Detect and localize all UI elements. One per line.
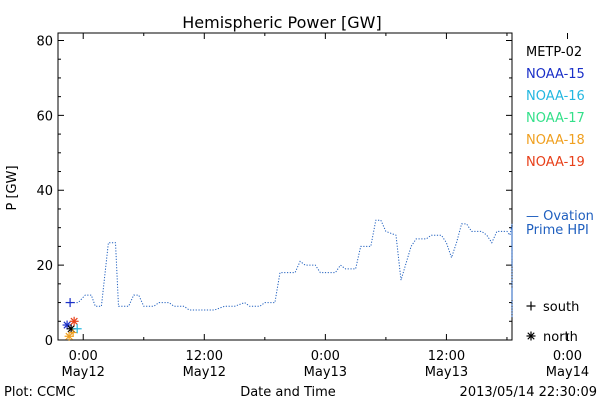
south-plus-marker xyxy=(68,328,78,338)
x-tick-date-label: May13 xyxy=(304,365,347,380)
chart-title: Hemispheric Power [GW] xyxy=(182,13,381,32)
ovation-hpi-line xyxy=(68,219,513,318)
y-tick-label: 60 xyxy=(36,109,53,124)
marker-stroke xyxy=(70,317,78,325)
x-tick-time-label: 0:00 xyxy=(69,349,98,364)
x-tick-time-label: 0:00 xyxy=(553,349,582,364)
x-tick-time-label: 12:00 xyxy=(186,349,223,364)
plot-credit: Plot: CCMC xyxy=(4,385,75,400)
legend-satellite-metp-02: METP-02 xyxy=(526,45,582,60)
x-tick-date-label: May14 xyxy=(546,365,589,380)
plot-timestamp: 2013/05/14 22:30:09 xyxy=(460,385,597,400)
y-tick-label: 80 xyxy=(36,34,53,49)
legend-satellite-noaa-15: NOAA-15 xyxy=(526,67,585,82)
x-axis-label: Date and Time xyxy=(240,385,336,400)
legend-south-label: south xyxy=(543,300,579,315)
x-tick-date-label: May13 xyxy=(425,365,468,380)
x-tick-time-label: 0:00 xyxy=(311,349,340,364)
north-star-marker xyxy=(69,316,79,326)
north-star-marker xyxy=(64,331,74,341)
marker-stroke xyxy=(67,325,75,333)
legend-north-marker xyxy=(526,331,536,341)
y-tick-label: 40 xyxy=(36,184,53,199)
y-axis-label: P [GW] xyxy=(5,165,20,210)
legend-satellite-noaa-19: NOAA-19 xyxy=(526,155,585,170)
legend-satellite-noaa-16: NOAA-16 xyxy=(526,89,585,104)
marker-stroke xyxy=(65,332,73,340)
legend-satellite-noaa-17: NOAA-17 xyxy=(526,111,585,126)
legend-satellite-noaa-18: NOAA-18 xyxy=(526,133,585,148)
legend-south-marker xyxy=(526,301,536,311)
x-tick-date-label: May12 xyxy=(183,365,226,380)
y-tick-label: 0 xyxy=(45,334,53,349)
legend: METP-02 NOAA-15 NOAA-16 NOAA-17 NOAA-18 NOAA-… xyxy=(526,45,594,345)
x-tick-time-label: 12:00 xyxy=(428,349,465,364)
legend-north-label: north xyxy=(543,330,578,345)
plot-area: 0204060800:00May1212:00May120:00May1312:… xyxy=(36,32,589,380)
legend-ovation-line1: — Ovation xyxy=(526,209,594,224)
y-tick-label: 20 xyxy=(36,259,53,274)
south-plus-marker xyxy=(72,324,82,334)
x-tick-date-label: May12 xyxy=(62,365,105,380)
marker-stroke xyxy=(63,321,71,329)
legend-ovation-line2: Prime HPI xyxy=(526,223,589,238)
plot-frame xyxy=(57,32,513,341)
marker-stroke xyxy=(527,332,535,340)
south-plus-marker xyxy=(65,298,75,308)
